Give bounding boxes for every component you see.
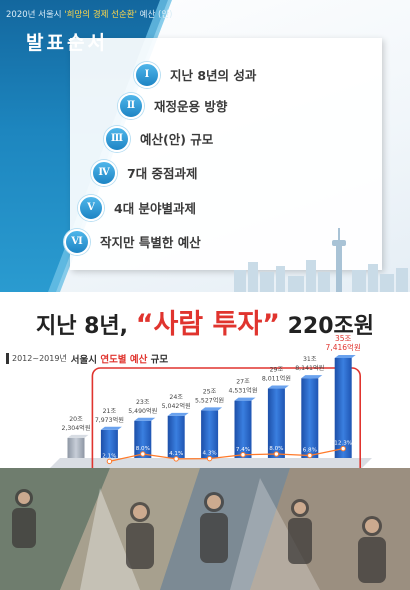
subheader-period: 2012~2019년: [12, 354, 67, 363]
bar-label-jo: 21조: [103, 408, 117, 415]
agenda-label: 재정운용 방향: [154, 99, 228, 114]
bar-label-jo: 25조: [203, 388, 217, 395]
growth-rate-point: [340, 445, 346, 452]
bar-label-jo: 29조: [270, 367, 284, 374]
bar-2011: [67, 437, 85, 458]
bar-label-eok: 7,973억원: [95, 416, 124, 424]
bar-top-2014: [167, 412, 189, 416]
growth-rate-label: 8.0%: [136, 446, 150, 452]
bar-2016: [234, 400, 252, 458]
bar-label-jo: 27조: [236, 379, 250, 386]
numeral-badge-icon: Ⅵ: [64, 229, 90, 255]
growth-rate-point: [307, 452, 313, 459]
subheader-marker: [6, 353, 9, 364]
bar-top-2011: [67, 434, 89, 438]
growth-rate-label: 2.1%: [102, 453, 116, 459]
bar-2017: [267, 388, 285, 458]
bar-label-eok: 2,304억원: [61, 424, 90, 432]
bar-top-2013: [134, 417, 156, 421]
bar-label-eok: 4,531억원: [228, 387, 257, 395]
subheader-highlight: 연도별 예산: [100, 354, 148, 366]
subheader-text: 규모: [147, 354, 169, 366]
agenda-slide: 2020년 서울시 '희망의 경제 선순환' 예산 (안) 발표순서 Ⅰ 지난 …: [0, 0, 410, 292]
bar-label-eok: 8,011억원: [262, 375, 291, 383]
growth-rate-label: 7.4%: [236, 447, 250, 453]
growth-rate-label: 6.8%: [303, 448, 317, 454]
headline-part: 지난 8년,: [35, 314, 136, 339]
growth-rate-label: 4.1%: [169, 451, 183, 457]
bar-top-2018: [301, 375, 323, 379]
growth-rate-point: [206, 455, 213, 462]
bar-label-eok: 7,416억원: [326, 343, 361, 352]
agenda-label: 작지만 특별한 예산: [100, 235, 201, 250]
growth-rate-point: [106, 458, 113, 465]
growth-rate-point: [140, 451, 146, 457]
bar-label-jo: 24조: [169, 394, 183, 401]
slide-subtitle: 2020년 서울시 '희망의 경제 선순환' 예산 (안): [6, 8, 172, 20]
city-skyline-icon: [234, 228, 408, 292]
bar-label-eok: 5,490억원: [128, 407, 157, 415]
investment-slide: 지난 8년, “사람 투자” 220조원 2012~2019년 서울시 연도별 예…: [0, 292, 410, 590]
agenda-label: 예산(안) 규모: [140, 132, 214, 147]
agenda-label: 지난 8년의 성과: [170, 68, 257, 83]
bar-label-eok: 5,527억원: [195, 396, 224, 404]
bar-2013: [134, 420, 152, 458]
bar-2014: [167, 415, 185, 458]
bar-2012: [100, 429, 118, 458]
growth-rate-label: 12.3%: [334, 441, 352, 447]
bar-label-jo: 23조: [136, 399, 150, 406]
growth-rate-line: [109, 447, 344, 463]
numeral-badge-icon: Ⅳ: [91, 160, 117, 186]
agenda-card: [70, 38, 382, 270]
bar-label-eok: 5,042억원: [162, 402, 191, 410]
subtitle-suffix: 예산 (안): [136, 10, 173, 20]
growth-rate-label: 4.3%: [202, 451, 216, 457]
headline-total: 220조원: [279, 314, 375, 339]
numeral-badge-icon: Ⅰ: [134, 62, 160, 88]
bar-label-eok: 8,141억원: [295, 364, 324, 372]
bar-top-2017: [267, 385, 289, 389]
bar-2015: [201, 410, 219, 458]
agenda-label: 7대 중점과제: [127, 166, 198, 181]
subheader-text: 서울시: [70, 354, 101, 366]
growth-rate-point: [173, 456, 179, 462]
bar-label-jo: 31조: [303, 356, 317, 363]
investment-headline: 지난 8년, “사람 투자” 220조원: [0, 302, 410, 341]
growth-rate-point: [273, 451, 280, 457]
chart-floor: [50, 458, 372, 468]
bar-2018: [301, 378, 319, 458]
citizen-photo-collage: [0, 468, 410, 590]
bar-top-2016: [234, 397, 256, 401]
agenda-label: 4대 분야별과제: [114, 201, 197, 216]
bar-label-jo: 20조: [69, 416, 83, 423]
subtitle-prefix: 2020년 서울시: [6, 10, 65, 20]
subtitle-highlight: '희망의 경제 선순환': [64, 10, 137, 20]
budget-chart: 20조2,304억원201121조7,973억원201223조5,490억원20…: [50, 334, 372, 491]
chart-subheader: 2012~2019년 서울시 연도별 예산 규모: [6, 348, 168, 366]
bar-top-2019: [334, 354, 356, 358]
bar-top-2015: [201, 407, 223, 411]
bar-top-2012: [100, 426, 122, 430]
bar-2019: [334, 357, 352, 458]
numeral-badge-icon: Ⅲ: [104, 126, 130, 152]
growth-rate-point: [240, 452, 246, 458]
bar-label-jo: 35조: [335, 334, 352, 343]
growth-rate-label: 8.0%: [269, 446, 283, 452]
numeral-badge-icon: Ⅴ: [78, 195, 104, 221]
headline-emphasis: “사람 투자”: [135, 309, 280, 340]
numeral-badge-icon: Ⅱ: [118, 93, 144, 119]
